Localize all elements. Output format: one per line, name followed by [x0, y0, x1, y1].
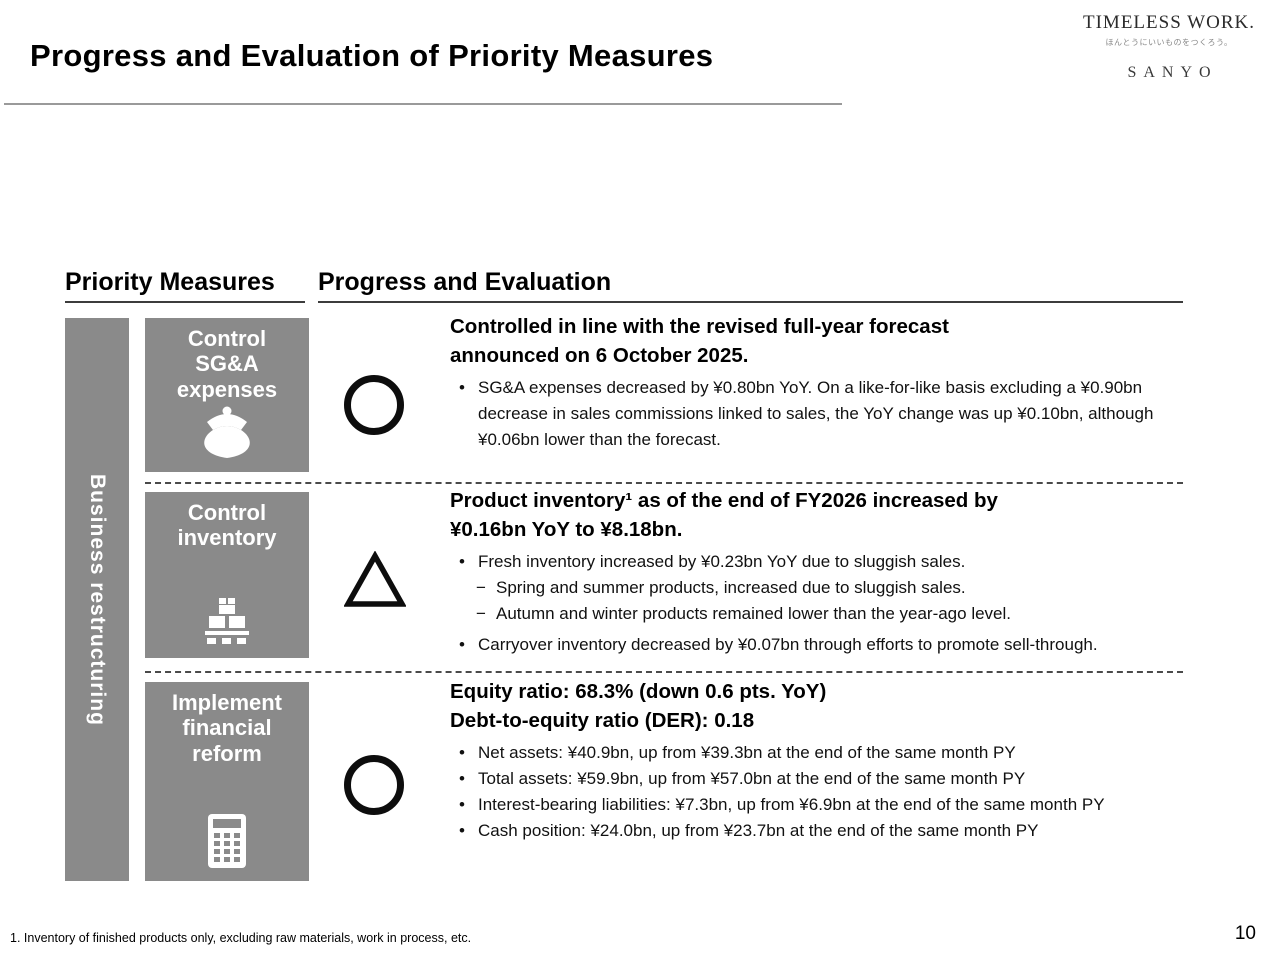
- logo-timeless-work: TIMELESS WORK.: [1083, 12, 1255, 33]
- evaluation-heading: Product inventory¹ as of the end of FY20…: [450, 489, 998, 542]
- evaluation-block-sga: Controlled in line with the revised full…: [450, 312, 1182, 453]
- bullet-item: Fresh inventory increased by ¥0.23bn YoY…: [450, 549, 1182, 575]
- bullet-item: Net assets: ¥40.9bn, up from ¥39.3bn at …: [450, 740, 1182, 766]
- business-restructuring-label: Business restructuring: [86, 473, 109, 726]
- bullet-item: Interest-bearing liabilities: ¥7.3bn, up…: [450, 792, 1182, 818]
- priority-measures-underline: [65, 301, 305, 303]
- measure-label: Implement financial reform: [172, 690, 282, 766]
- brand-logo: TIMELESS WORK. ほんとうにいいものをつくろう。 SANYO: [1074, 12, 1264, 82]
- page-number: 10: [1234, 923, 1256, 944]
- footnote: 1. Inventory of finished products only, …: [10, 931, 472, 945]
- rating-triangle-icon: [343, 550, 407, 609]
- measure-line: financial: [182, 715, 272, 741]
- measure-line: SG&A: [195, 351, 259, 377]
- evaluation-block-inventory: Product inventory¹ as of the end of FY20…: [450, 486, 1182, 658]
- measure-line: Control: [187, 500, 267, 525]
- bullet-list: Fresh inventory increased by ¥0.23bn YoY…: [450, 549, 1182, 575]
- logo-sanyo: SANYO: [1127, 64, 1218, 81]
- measure-line: reform: [192, 740, 262, 766]
- measure-line: Control: [187, 326, 267, 351]
- logo-tagline-jp: ほんとうにいいものをつくろう。: [1105, 38, 1233, 47]
- page-title: Progress and Evaluation of Priority Meas…: [30, 38, 714, 73]
- evaluation-block-financial: Equity ratio: 68.3% (down 0.6 pts. YoY) …: [450, 677, 1182, 844]
- sub-bullet-list: Spring and summer products, increased du…: [476, 575, 1182, 627]
- rating-circle-icon: [344, 375, 404, 435]
- measure-box-control-inventory: Control inventory: [145, 492, 309, 658]
- bullet-list: Carryover inventory decreased by ¥0.07bn…: [450, 632, 1182, 658]
- title-underline: [4, 103, 842, 105]
- measure-line: expenses: [176, 376, 278, 402]
- rating-circle-icon: [344, 755, 404, 815]
- progress-evaluation-underline: [318, 301, 1183, 303]
- business-restructuring-bar: Business restructuring: [65, 318, 129, 881]
- measure-box-control-sga: Control SG&A expenses: [145, 318, 309, 472]
- bullet-item: SG&A expenses decreased by ¥0.80bn YoY. …: [450, 375, 1182, 453]
- calculator-icon: [207, 813, 247, 869]
- pallet-icon: [199, 594, 255, 646]
- measure-line: inventory: [177, 525, 277, 551]
- evaluation-heading: Controlled in line with the revised full…: [450, 315, 949, 368]
- bullet-item: Carryover inventory decreased by ¥0.07bn…: [450, 632, 1182, 658]
- sub-bullet-item: Autumn and winter products remained lowe…: [476, 601, 1182, 627]
- priority-measures-heading: Priority Measures: [65, 268, 275, 296]
- purse-icon: [192, 402, 262, 462]
- dashed-separator: [145, 671, 1183, 673]
- measure-label: Control inventory: [177, 500, 276, 551]
- measure-line: Implement: [171, 690, 283, 715]
- sub-bullet-item: Spring and summer products, increased du…: [476, 575, 1182, 601]
- bullet-item: Cash position: ¥24.0bn, up from ¥23.7bn …: [450, 818, 1182, 844]
- measure-box-financial-reform: Implement financial reform: [145, 682, 309, 881]
- bullet-list: SG&A expenses decreased by ¥0.80bn YoY. …: [450, 375, 1182, 453]
- dashed-separator: [145, 482, 1183, 484]
- progress-evaluation-heading: Progress and Evaluation: [318, 268, 612, 296]
- evaluation-heading: Equity ratio: 68.3% (down 0.6 pts. YoY) …: [450, 680, 827, 733]
- bullet-item: Total assets: ¥59.9bn, up from ¥57.0bn a…: [450, 766, 1182, 792]
- bullet-list: Net assets: ¥40.9bn, up from ¥39.3bn at …: [450, 740, 1182, 844]
- measure-label: Control SG&A expenses: [177, 326, 277, 402]
